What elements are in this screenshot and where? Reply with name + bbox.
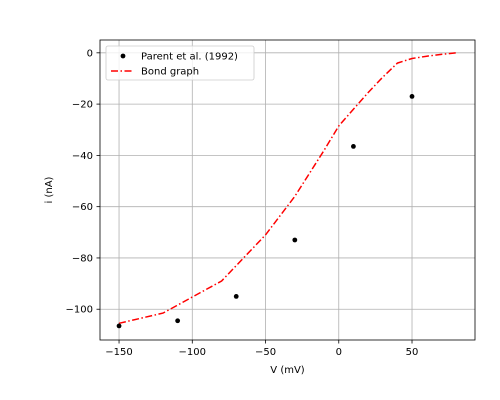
legend-marker-parent-et-al [120, 53, 126, 59]
y-tick-label: 0 [87, 48, 93, 59]
data-point-parent-et-al [233, 294, 239, 299]
data-point-parent-et-al [175, 318, 181, 324]
data-point-parent-et-al [351, 144, 356, 149]
y-tick-label: −20 [72, 100, 93, 111]
y-tick-label: −80 [72, 253, 93, 264]
x-axis-label: V (mV) [270, 365, 305, 376]
plot-frame [99, 39, 476, 341]
y-tick-label: −40 [72, 151, 93, 162]
legend-label-bond-graph: Bond graph [141, 67, 199, 78]
axis-ticks: −150 −100 −50 0 50 0 −20 −40 −60 −80 −100 [66, 48, 419, 358]
legend-box [105, 45, 255, 81]
data-point-parent-et-al [116, 323, 122, 329]
y-tick-label: −100 [66, 305, 93, 316]
y-axis-label: i (nA) [44, 176, 55, 203]
x-tick-label: −150 [105, 347, 132, 358]
x-tick-label: 50 [406, 347, 419, 358]
x-tick-label: −100 [179, 347, 206, 358]
series-line-bond-graph [118, 52, 457, 325]
x-tick-label: −50 [255, 347, 276, 358]
legend-label-parent-et-al: Parent et al. (1992) [141, 52, 238, 63]
grid [100, 40, 475, 340]
plot-series [116, 52, 457, 329]
x-tick-label: 0 [336, 347, 342, 358]
data-point-parent-et-al [292, 237, 298, 243]
y-tick-label: −60 [72, 202, 93, 213]
legend: Parent et al. (1992) Bond graph [105, 45, 255, 81]
data-point-parent-et-al [409, 94, 415, 99]
